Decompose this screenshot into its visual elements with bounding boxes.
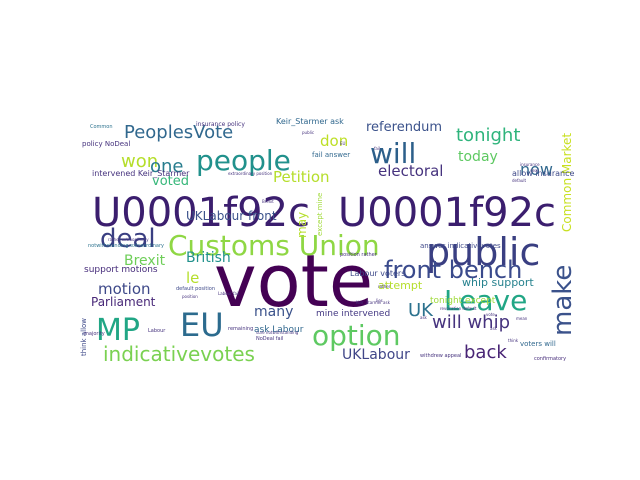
cloud-word: default position: [176, 286, 215, 292]
cloud-word: voted: [152, 174, 189, 189]
cloud-word: motion: [98, 280, 151, 298]
cloud-word: electoral: [378, 162, 443, 180]
cloud-word: insurance policy: [196, 121, 245, 128]
cloud-word: insurance: [520, 162, 540, 167]
cloud-word: allow insurance: [512, 169, 575, 178]
cloud-word: UKLabour front: [186, 209, 277, 223]
cloud-word: lies: [376, 298, 383, 303]
cloud-word: Brexit: [124, 253, 166, 269]
cloud-word: Labour fail: [218, 291, 239, 296]
cloud-word: answer indicativevotes: [420, 242, 501, 250]
cloud-word: Petition: [273, 168, 330, 186]
cloud-word: referendum: [366, 120, 442, 135]
cloud-word: whip support: [462, 276, 534, 289]
cloud-word: public: [302, 130, 314, 135]
cloud-word: back: [464, 342, 507, 363]
cloud-word: U0001f92c: [92, 190, 310, 236]
cloud-word: today: [458, 149, 498, 165]
cloud-word: MP: [96, 313, 140, 348]
cloud-word: fail answer: [312, 151, 350, 159]
cloud-word: rather: [378, 284, 391, 289]
cloud-word: Common: [90, 124, 113, 130]
cloud-word: won: [121, 151, 158, 172]
cloud-word: Keir_Starmer ask: [356, 300, 391, 305]
cloud-word: many: [254, 304, 293, 320]
cloud-word: Labour voters: [350, 269, 405, 278]
cloud-word: option: [312, 319, 401, 352]
cloud-word: front bench: [384, 256, 522, 284]
cloud-word: Keir_Starmer ask: [276, 117, 344, 126]
cloud-word: mine intervened: [316, 309, 390, 319]
cloud-word: Brexit: [262, 199, 274, 204]
cloud-word: now: [520, 160, 553, 179]
cloud-word: one: [150, 156, 184, 177]
cloud-word: position: [182, 294, 198, 299]
cloud-word: majority: [84, 331, 105, 337]
cloud-word: position rather: [340, 252, 378, 258]
cloud-word: Common Market: [560, 133, 574, 232]
cloud-word: deal: [530, 168, 539, 173]
cloud-word: Labour: [148, 328, 166, 334]
cloud-word: confirmatory: [534, 356, 566, 362]
cloud-word: ask Labour: [254, 325, 304, 335]
cloud-word: UK: [408, 300, 434, 321]
cloud-word: may: [295, 212, 309, 238]
cloud-word: attempt: [378, 279, 423, 292]
cloud-word: remaining: [228, 326, 253, 332]
cloud-word: le: [186, 269, 199, 287]
cloud-word: extraordinary position: [228, 171, 273, 176]
cloud-word: Parliament: [91, 295, 156, 309]
cloud-word: sure notwithstanding: [256, 330, 299, 335]
cloud-word: public: [426, 230, 540, 274]
cloud-word: EU: [340, 141, 346, 146]
cloud-word: Leave: [444, 284, 527, 317]
cloud-word: make: [548, 265, 578, 336]
cloud-word: voters will: [520, 340, 556, 348]
cloud-word: vote: [486, 312, 495, 317]
cloud-word: intervened Keir_Starmer: [92, 169, 190, 178]
cloud-word: PeoplesVote: [124, 122, 233, 143]
cloud-word: ask: [490, 326, 498, 331]
cloud-word: tonight except: [430, 296, 496, 306]
cloud-word: think: [508, 338, 519, 343]
cloud-word: Customs Union: [168, 229, 380, 262]
cloud-word: people: [196, 144, 291, 177]
cloud-word: rather extraordinary: [108, 237, 149, 242]
cloud-word: support motions: [84, 265, 158, 275]
cloud-word: will whip: [432, 312, 510, 333]
cloud-word: deal: [100, 224, 156, 254]
cloud-word: vote: [214, 239, 373, 323]
cloud-word: fail: [374, 146, 380, 151]
cloud-word: except mine: [316, 193, 324, 236]
cloud-word: U0001f92c: [338, 190, 556, 236]
cloud-word: revocation default: [440, 306, 477, 311]
cloud-word: mean: [516, 316, 528, 321]
cloud-word: think allow: [80, 318, 88, 356]
cloud-word: British: [186, 250, 231, 266]
cloud-word: EU: [180, 306, 224, 344]
cloud-word: indicativevotes: [103, 342, 255, 366]
cloud-word: tonight: [456, 125, 520, 146]
cloud-word: notwithstanding extraordinary: [88, 243, 164, 249]
cloud-word: don: [320, 132, 348, 150]
cloud-word: policy NoDeal: [82, 140, 130, 148]
cloud-word: default: [512, 178, 527, 183]
cloud-word: UKLabour: [342, 347, 410, 363]
cloud-word: withdrew appeal: [420, 353, 461, 359]
cloud-word: NoDeal fail: [256, 336, 283, 342]
cloud-word: will: [370, 137, 416, 170]
cloud-word: ask: [420, 315, 428, 320]
